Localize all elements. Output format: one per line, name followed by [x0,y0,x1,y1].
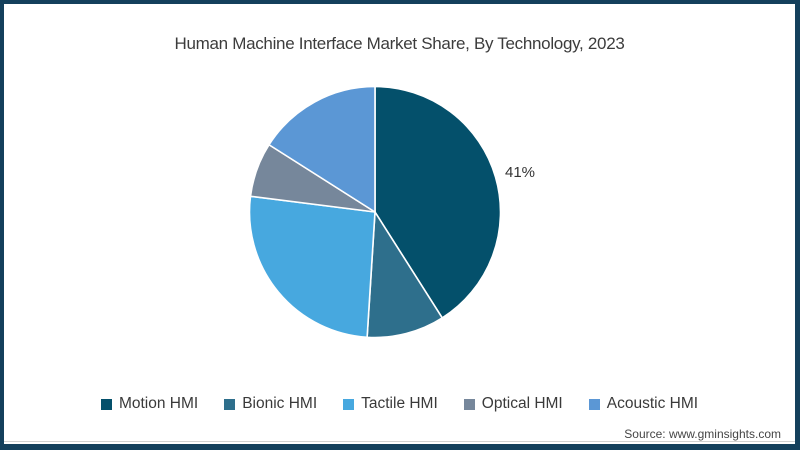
source-credit: Source: www.gminsights.com [624,427,781,441]
pie-slice-tactile-hmi [248,195,376,339]
legend-label-tactile-hmi: Tactile HMI [361,395,438,412]
legend-swatch-tactile-hmi [343,398,355,410]
pie-chart [248,85,502,339]
legend: Motion HMI Bionic HMI Tactile HMI Optica… [4,395,795,413]
legend-swatch-bionic-hmi [224,398,236,410]
slice-data-label-motion-hmi: 41% [505,164,536,181]
legend-item-acoustic-hmi: Acoustic HMI [588,395,699,413]
legend-item-motion-hmi: Motion HMI [100,395,199,413]
legend-swatch-optical-hmi [463,398,475,410]
legend-label-acoustic-hmi: Acoustic HMI [606,395,699,412]
legend-label-bionic-hmi: Bionic HMI [242,395,318,412]
legend-item-bionic-hmi: Bionic HMI [224,395,317,413]
legend-swatch-motion-hmi [100,398,112,410]
legend-swatch-acoustic-hmi [588,398,600,410]
chart-title: Human Machine Interface Market Share, By… [174,34,625,53]
legend-item-optical-hmi: Optical HMI [463,395,563,413]
legend-item-tactile-hmi: Tactile HMI [343,395,438,413]
footer-divider [4,441,795,442]
pie-slice-acoustic-hmi [268,85,376,213]
legend-label-motion-hmi: Motion HMI [118,395,199,412]
legend-label-optical-hmi: Optical HMI [481,395,563,412]
pie-slice-bionic-hmi [366,211,444,339]
